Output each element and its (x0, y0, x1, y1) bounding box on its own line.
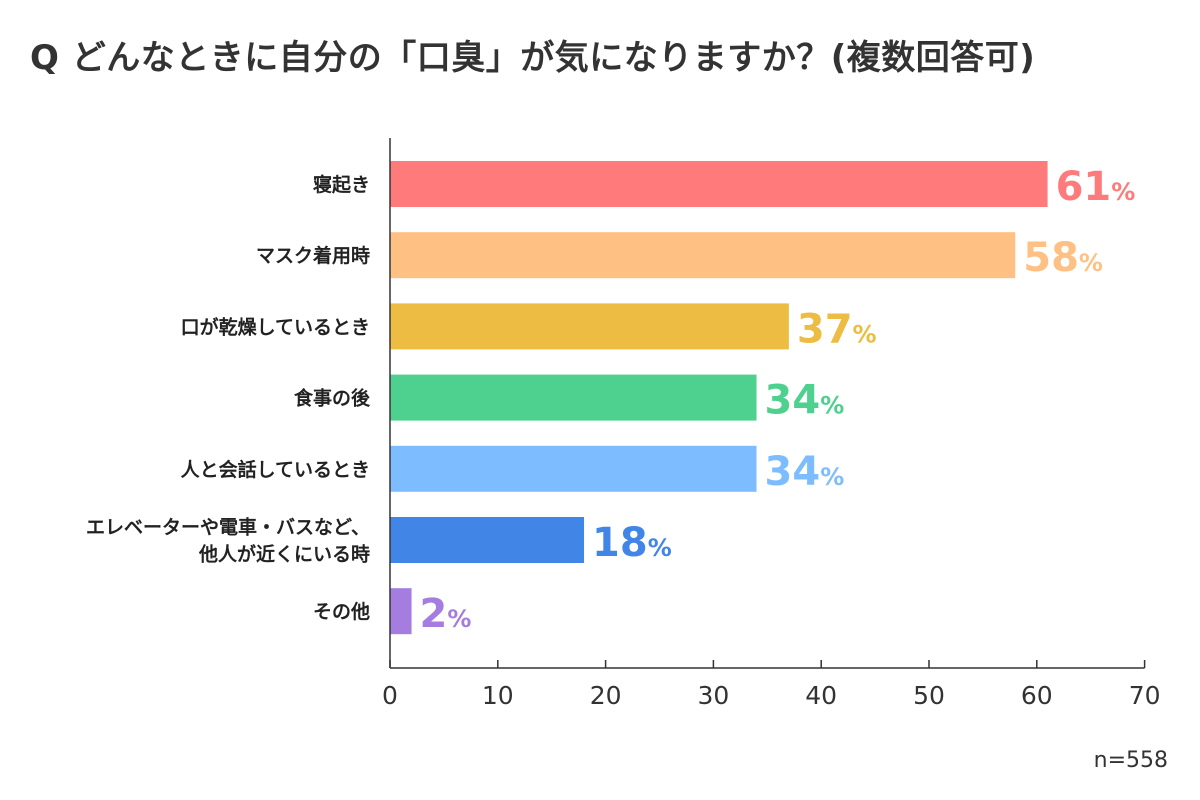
x-tick-label: 30 (697, 681, 729, 710)
bar (390, 588, 412, 635)
category-label-line: 口が乾燥しているとき (181, 315, 370, 338)
data-label: 2% (420, 591, 472, 637)
data-label-unit: % (1079, 249, 1103, 277)
data-label: 34% (765, 378, 845, 424)
x-tick-label: 0 (382, 681, 398, 710)
bar (390, 232, 1016, 279)
data-label-value: 58 (1023, 235, 1079, 281)
axes-group: 0 10 20 30 40 50 60 70 (382, 138, 1161, 710)
x-tick-label: 50 (913, 681, 945, 710)
bar (390, 374, 757, 421)
category-label-line: 寝起き (313, 173, 370, 196)
data-label-unit: % (648, 534, 672, 562)
bar (390, 445, 757, 492)
data-label-value: 2 (420, 591, 448, 637)
bar (390, 517, 585, 563)
data-label-unit: % (447, 605, 471, 633)
x-tick-label: 20 (590, 681, 622, 710)
category-labels: 寝起きマスク着用時口が乾燥しているとき食事の後人と会話しているときエレベーターや… (86, 173, 371, 623)
category-label-line: 食事の後 (294, 387, 371, 410)
category-label-line: その他 (313, 600, 370, 623)
data-label: 34% (765, 449, 845, 495)
category-label: マスク着用時 (256, 244, 370, 267)
category-label-line: 他人が近くにいる時 (198, 543, 370, 566)
data-label-value: 34 (765, 449, 821, 495)
sample-size-note: n=558 (1093, 748, 1168, 773)
category-label: 寝起き (313, 173, 370, 196)
data-label-value: 61 (1056, 164, 1112, 210)
data-label: 58% (1023, 235, 1103, 281)
x-tick-label: 40 (805, 681, 837, 710)
x-tick-label: 60 (1021, 681, 1053, 710)
x-tick-label: 70 (1129, 681, 1161, 710)
data-label: 37% (797, 306, 877, 352)
category-label: 食事の後 (294, 387, 371, 410)
data-label-unit: % (820, 463, 844, 491)
category-label-line: エレベーターや電車・バスなど、 (86, 516, 370, 539)
chart-title: Q どんなときに自分の「口臭」が気になりますか？(複数回答可) (30, 38, 1036, 78)
value-labels: 61%58%37%34%34%18%2% (420, 164, 1136, 637)
bar (390, 161, 1048, 207)
data-label-unit: % (853, 320, 877, 348)
category-label: 口が乾燥しているとき (181, 315, 370, 338)
bar (390, 303, 789, 350)
category-label: 人と会話しているとき (181, 458, 370, 481)
category-label: その他 (313, 600, 370, 623)
x-tick-label: 10 (482, 681, 514, 710)
category-label-line: 人と会話しているとき (181, 458, 370, 481)
category-label: エレベーターや電車・バスなど、他人が近くにいる時 (86, 516, 370, 566)
data-label-value: 37 (797, 306, 853, 352)
data-label: 18% (592, 520, 672, 566)
data-label-unit: % (1111, 178, 1135, 206)
data-label-unit: % (820, 392, 844, 420)
data-label: 61% (1056, 164, 1136, 210)
data-label-value: 18 (592, 520, 648, 566)
data-label-value: 34 (765, 378, 821, 424)
category-label-line: マスク着用時 (256, 244, 370, 267)
bars-group (390, 161, 1048, 635)
